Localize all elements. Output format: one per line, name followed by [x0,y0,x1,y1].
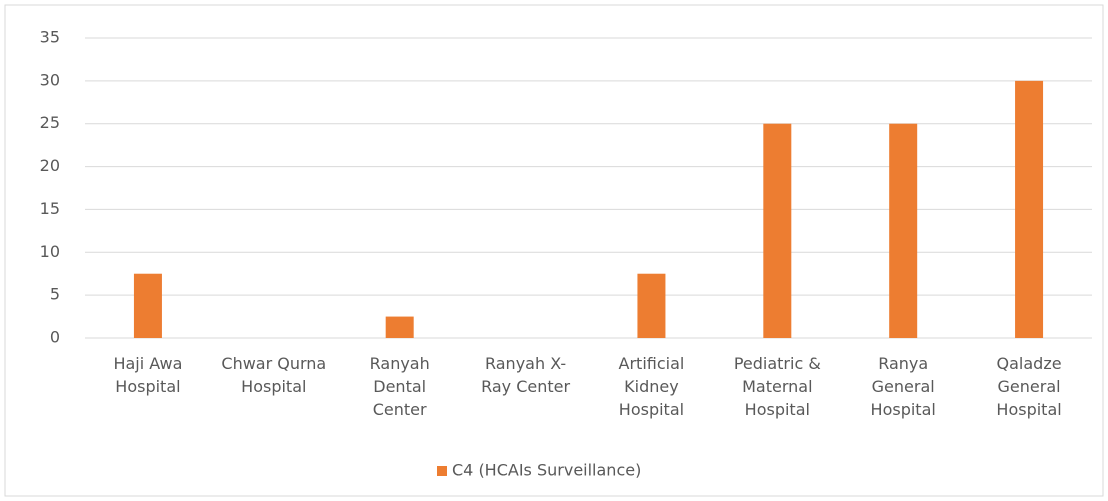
x-tick-label: Qaladze General Hospital [996,354,1062,419]
x-tick-label: Ranya General Hospital [870,354,936,419]
y-tick-label: 5 [50,285,60,304]
y-tick-label: 25 [40,113,60,132]
bar [1015,80,1044,338]
y-tick-label: 10 [40,242,60,261]
y-tick-label: 0 [50,328,60,347]
bar [637,273,666,338]
x-tick-label: Chwar Qurna Hospital [221,354,327,396]
bar [889,123,918,338]
y-tick-label: 30 [40,70,60,89]
x-tick-label: Ranyah Dental Center [369,354,430,419]
legend-swatch [437,466,447,476]
x-tick-label: Artificial Kidney Hospital [618,354,685,419]
x-tick-label: Ranyah X-Ray Center [481,354,571,396]
legend-label: C4 (HCAIs Surveillance) [452,461,641,480]
x-tick-label: Haji Awa Hospital [113,354,183,396]
bar [133,273,162,338]
x-tick-label: Pediatric & Maternal Hospital [733,354,821,419]
y-tick-label: 15 [40,199,60,218]
chart-border [4,4,1104,497]
bar [763,123,792,338]
y-tick-label: 35 [40,28,60,47]
y-tick-label: 20 [40,156,60,175]
bar [385,316,414,338]
